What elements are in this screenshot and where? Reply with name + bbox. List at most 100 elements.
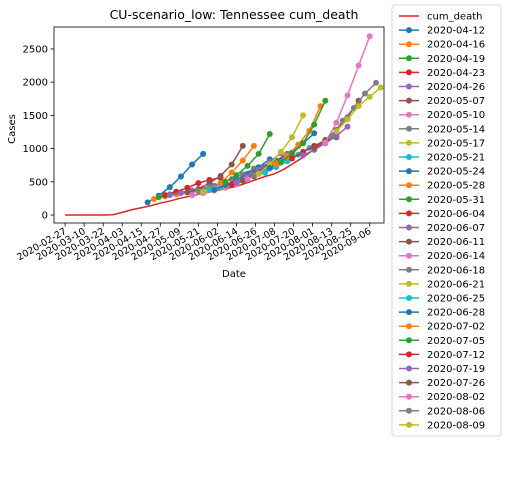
y-tick-label: 0: [42, 211, 48, 222]
legend-label: 2020-05-21: [427, 153, 485, 164]
data-point: [333, 132, 340, 139]
y-tick-label: 1000: [23, 144, 48, 155]
legend-entry: 2020-07-05: [399, 336, 485, 347]
legend-marker: [406, 407, 412, 414]
data-point: [195, 180, 202, 187]
data-point: [244, 176, 251, 183]
legend-label: 2020-06-04: [427, 209, 485, 220]
legend-label: 2020-06-14: [427, 251, 485, 262]
series-2020-07-05: [277, 97, 329, 165]
legend-entry: 2020-08-02: [399, 392, 485, 403]
chart-title: CU-scenario_low: Tennessee cum_death: [110, 7, 359, 22]
data-point: [250, 165, 257, 172]
legend-label: 2020-05-24: [427, 167, 485, 178]
legend-entry: 2020-05-31: [399, 195, 485, 206]
legend-marker: [406, 168, 412, 175]
series-2020-05-31: [222, 130, 273, 185]
data-point: [284, 158, 291, 165]
legend-entry: 2020-06-25: [399, 294, 485, 305]
legend-marker: [406, 196, 412, 203]
legend-label: 2020-07-02: [427, 322, 485, 333]
series-line: [335, 86, 382, 132]
data-point: [344, 123, 351, 130]
legend-entry: 2020-04-19: [399, 54, 485, 65]
legend-marker: [406, 421, 412, 428]
legend-label: 2020-08-06: [427, 406, 485, 417]
legend-entry: 2020-04-23: [399, 68, 485, 79]
series-2020-05-28: [217, 142, 257, 187]
legend-marker: [406, 210, 412, 217]
data-point: [277, 148, 284, 155]
legend-entry: 2020-08-06: [399, 406, 485, 417]
legend-entry: 2020-06-21: [399, 279, 485, 290]
legend-entry: 2020-04-12: [399, 26, 485, 37]
data-point: [288, 134, 295, 141]
data-point: [239, 157, 246, 164]
legend-entry: 2020-06-07: [399, 223, 485, 234]
legend-marker: [406, 111, 412, 118]
legend-marker: [406, 309, 412, 316]
legend-marker: [406, 83, 412, 90]
data-point: [177, 173, 184, 180]
legend-entry: 2020-07-26: [399, 378, 485, 389]
legend-label: 2020-08-09: [427, 420, 485, 431]
legend-marker: [406, 238, 412, 245]
legend-entry: 2020-08-09: [399, 420, 485, 431]
legend-marker: [406, 41, 412, 48]
data-point: [217, 180, 224, 187]
legend-entry: 2020-06-14: [399, 251, 485, 262]
data-point: [211, 186, 218, 193]
legend-label: 2020-05-14: [427, 124, 485, 135]
y-tick-label: 2000: [23, 78, 48, 89]
legend-marker: [406, 224, 412, 231]
legend-marker: [406, 393, 412, 400]
series-2020-08-02: [322, 33, 373, 146]
series-line: [220, 145, 255, 184]
data-point: [311, 130, 318, 137]
legend-entry: 2020-07-12: [399, 350, 485, 361]
legend-entry: 2020-07-02: [399, 322, 485, 333]
legend-label: 2020-06-21: [427, 279, 485, 290]
legend-marker: [406, 139, 412, 146]
data-point: [328, 133, 335, 140]
legend-marker: [406, 27, 412, 34]
data-point: [195, 188, 202, 195]
data-point: [200, 188, 207, 195]
legend-label: cum_death: [427, 12, 482, 23]
legend-entry: 2020-04-16: [399, 40, 485, 51]
data-point: [206, 186, 213, 193]
legend-label: 2020-06-18: [427, 265, 485, 276]
legend-marker: [406, 337, 412, 344]
data-point: [311, 121, 318, 128]
legend-marker: [406, 351, 412, 358]
data-point: [277, 158, 284, 165]
legend-label: 2020-07-05: [427, 336, 485, 347]
data-point: [322, 97, 329, 104]
data-point: [333, 119, 340, 126]
legend-label: 2020-08-02: [427, 392, 485, 403]
legend-label: 2020-04-12: [427, 26, 485, 37]
legend-marker: [406, 125, 412, 132]
data-point: [162, 192, 169, 199]
y-tick-label: 500: [29, 177, 48, 188]
legend-label: 2020-07-12: [427, 350, 485, 361]
legend-marker: [406, 252, 412, 259]
legend-label: 2020-05-17: [427, 138, 485, 149]
legend-label: 2020-07-26: [427, 378, 485, 389]
legend-entry: 2020-04-26: [399, 82, 485, 93]
legend-label: 2020-04-19: [427, 54, 485, 65]
axes-frame: [53, 26, 385, 224]
legend-label: 2020-07-19: [427, 364, 485, 375]
data-point: [239, 177, 246, 184]
legend-entry: 2020-05-10: [399, 110, 485, 121]
legend-entry: 2020-07-19: [399, 364, 485, 375]
data-point: [344, 116, 351, 123]
data-point: [155, 194, 162, 201]
data-point: [366, 93, 373, 100]
y-tick-label: 1500: [23, 111, 48, 122]
legend-entry: 2020-06-18: [399, 265, 485, 276]
data-point: [166, 184, 173, 191]
data-point: [250, 172, 257, 179]
series-2020-08-09: [333, 84, 384, 135]
legend-entry: 2020-06-11: [399, 237, 485, 248]
